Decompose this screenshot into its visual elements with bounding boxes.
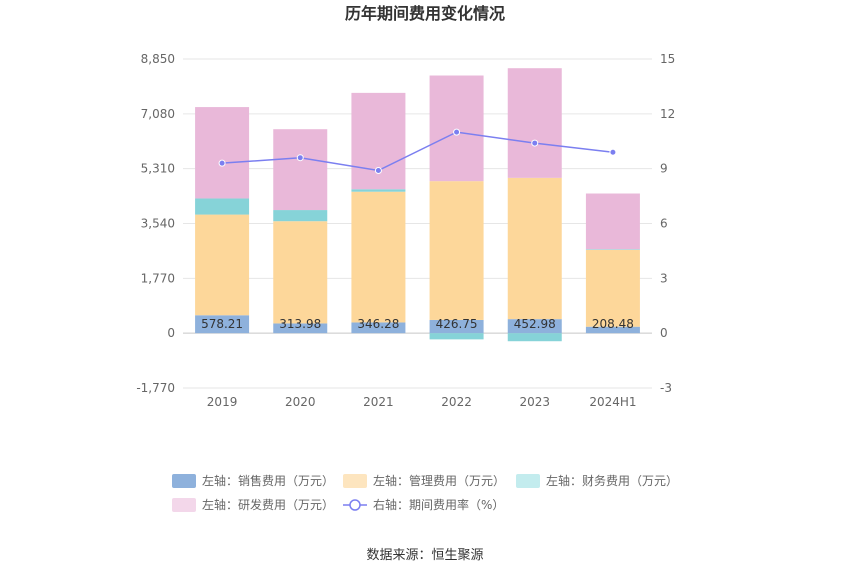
bar-segment [585,326,640,334]
grid-layer [183,58,652,389]
chart-title: 历年期间费用变化情况 [345,4,505,23]
legend-label: 右轴：期间费用率（%） [373,497,504,512]
bar-data-label: 346.28 [357,317,399,331]
bar-data-label: 578.21 [201,317,243,331]
rate-point [296,154,304,162]
right-axis-tick-label: 15 [660,52,675,66]
right-axis-tick-label: 6 [660,217,668,231]
x-axis-tick-label: 2023 [519,395,550,409]
bars-layer [195,68,640,342]
rate-point [453,128,461,136]
right-axis-tick-label: 3 [660,271,668,285]
x-axis-tick-label: 2024H1 [589,395,636,409]
rate-point [531,139,539,147]
bar-segment [351,92,406,190]
rate-line [222,131,614,172]
bar-segment [351,322,406,334]
left-axis-tick-label: 0 [167,326,175,340]
bar-segment [507,333,562,342]
x-axis-tick-label: 2019 [207,395,238,409]
bar-segment [273,323,328,334]
bar-segment [195,214,250,316]
bar-segment [585,193,640,250]
rate-point [218,159,226,167]
legend-label: 左轴：销售费用（万元） [202,473,334,488]
bar-segment [429,75,484,182]
left-axis-tick-label: 3,540 [141,217,175,231]
bar-segment [273,210,328,222]
left-axis-tick-label: -1,770 [136,381,175,395]
left-axis-tick-label: 5,310 [141,162,175,176]
line-layer [218,128,617,174]
bar-data-label: 452.98 [514,317,556,331]
bar-data-label: 426.75 [436,317,478,331]
bar-segment [585,249,640,327]
rate-point [609,148,617,156]
x-axis-tick-label: 2022 [441,395,472,409]
legend-swatch [343,474,367,488]
bar-segment [195,315,250,334]
bar-segment [507,177,562,320]
bar-segment [585,249,640,250]
bar-segment [195,198,250,215]
bar-segment [507,319,562,334]
bar-segment [507,68,562,178]
right-axis-tick-label: -3 [660,381,672,395]
x-axis-tick-label: 2021 [363,395,394,409]
left-axis-tick-label: 7,080 [141,107,175,121]
axis-layer: 8,850 15 7,080 12 5,310 9 3,540 6 1,770 3 0 0 -1,770… [136,52,675,409]
bar-segment [351,191,406,323]
bar-segment [429,333,484,340]
bar-segment [273,129,328,211]
legend-swatch [516,474,540,488]
bar-segment [429,319,484,334]
bar-segment [351,189,406,192]
legend-swatch [172,498,196,512]
legend-label: 左轴：研发费用（万元） [202,497,334,512]
left-axis-tick-label: 8,850 [141,52,175,66]
bar-segment [273,221,328,324]
legend-marker [349,499,361,511]
right-axis-tick-label: 9 [660,162,668,176]
bar-segment [429,181,484,320]
bar-segment [195,107,250,199]
labels-layer: 578.21 313.98 346.28 426.75 452.98 208.48 [201,317,634,331]
legend: 左轴：销售费用（万元） 左轴：管理费用（万元） 左轴：财务费用（万元） 左轴：研发费用… [172,473,678,512]
right-axis-tick-label: 12 [660,107,675,121]
x-axis-tick-label: 2020 [285,395,316,409]
rate-point [374,166,382,174]
source-text: 数据来源：恒生聚源 [366,548,483,563]
right-axis-tick-label: 0 [660,326,668,340]
left-axis-tick-label: 1,770 [141,271,175,285]
bar-data-label: 313.98 [279,317,321,331]
bar-data-label: 208.48 [592,317,634,331]
legend-label: 左轴：管理费用（万元） [373,473,505,488]
legend-label: 左轴：财务费用（万元） [546,473,678,488]
legend-swatch [172,474,196,488]
